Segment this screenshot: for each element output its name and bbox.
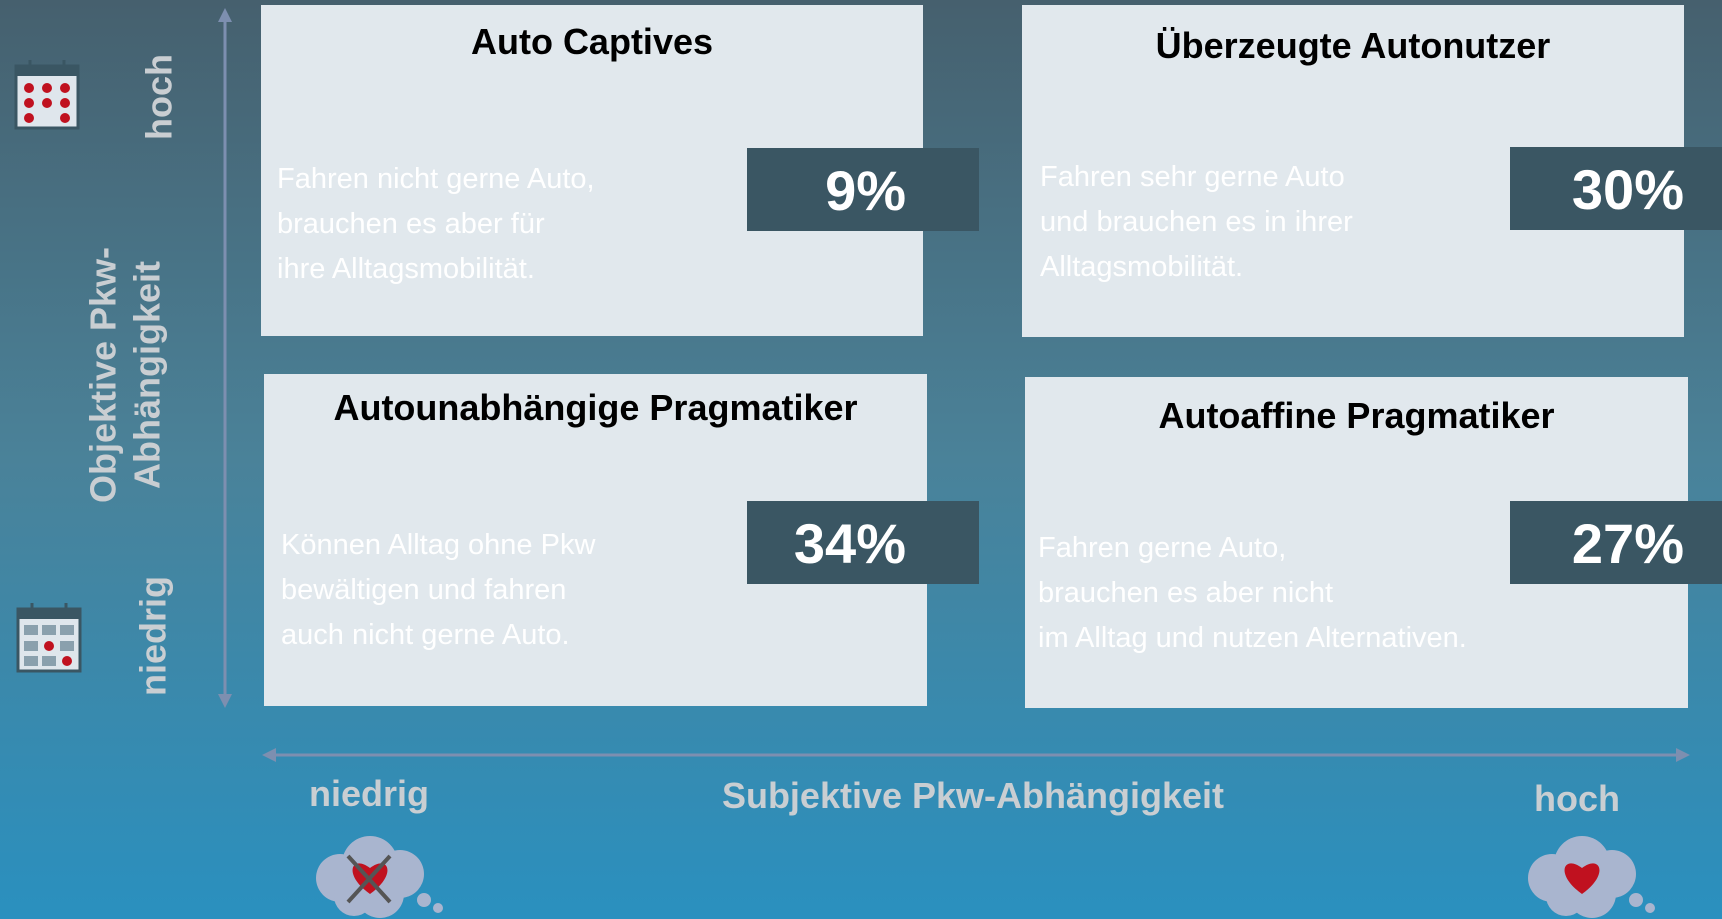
- y-low-label: niedrig: [133, 576, 174, 696]
- share-badge: [1510, 501, 1722, 584]
- share-value: 27%: [1572, 512, 1684, 575]
- quadrant-description: Fahren sehr gerne Auto: [1040, 161, 1345, 193]
- quadrant-description: Können Alltag ohne Pkw: [281, 529, 596, 561]
- quadrants: Auto Captives Fahren nicht gerne Auto, bra…: [261, 5, 1722, 708]
- quadrant-description: Fahren gerne Auto,: [1038, 532, 1286, 564]
- quadrant-title: Auto Captives: [471, 21, 713, 62]
- share-value: 34%: [794, 512, 906, 575]
- quadrant-description: ihre Alltagsmobilität.: [277, 253, 535, 285]
- quadrant-title: Autounabhängige Pragmatiker: [333, 387, 857, 428]
- x-low-label: niedrig: [309, 773, 429, 814]
- x-high-label: hoch: [1534, 778, 1620, 819]
- calendar-icon-full: [14, 60, 80, 130]
- quadrant-title: Überzeugte Autonutzer: [1156, 25, 1551, 66]
- share-badge: [1510, 147, 1722, 230]
- calendar-icon-sparse: [16, 603, 82, 673]
- y-axis-label: Objektive Pkw-: [83, 247, 124, 503]
- y-axis-arrow: [218, 8, 232, 708]
- share-badge: [747, 501, 979, 584]
- x-axis-label: Subjektive Pkw-Abhängigkeit: [722, 775, 1224, 816]
- quadrant-title: Autoaffine Pragmatiker: [1158, 395, 1554, 436]
- quadrant-description: und brauchen es in ihrer: [1040, 206, 1353, 238]
- quadrant-description: bewältigen und fahren: [281, 574, 566, 606]
- quadrant-description: im Alltag und nutzen Alternativen.: [1038, 622, 1467, 654]
- quadrant-description: Alltagsmobilität.: [1040, 251, 1243, 283]
- y-high-label: hoch: [139, 54, 180, 140]
- share-badge: [747, 148, 979, 231]
- quadrant-description: Fahren nicht gerne Auto,: [277, 163, 595, 195]
- y-axis-label: Abhängigkeit: [127, 261, 168, 489]
- thought-cloud-heart: [1528, 836, 1655, 918]
- share-value: 30%: [1572, 158, 1684, 221]
- share-value: 9%: [825, 159, 906, 222]
- quadrant-description: brauchen es aber für: [277, 208, 545, 240]
- x-axis-arrow: [262, 748, 1690, 762]
- quadrant-description: brauchen es aber nicht: [1038, 577, 1333, 609]
- thought-cloud-no-heart: [316, 836, 443, 918]
- quadrant-description: auch nicht gerne Auto.: [281, 619, 570, 651]
